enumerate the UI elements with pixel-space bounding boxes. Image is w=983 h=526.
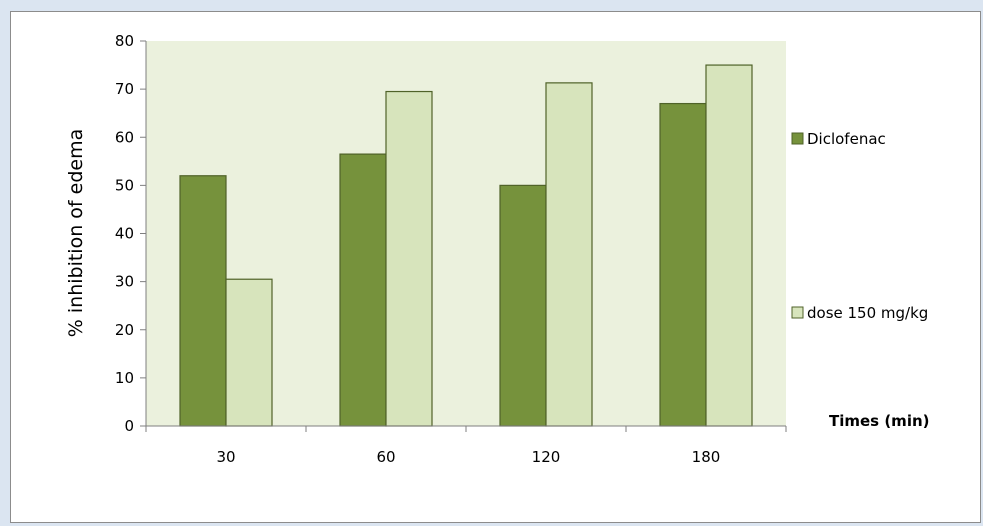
bar-dose-150-180 <box>705 64 753 427</box>
legend-label-diclofenac: Diclofenac <box>807 130 886 148</box>
x-axis-label: Times (min) <box>829 412 930 430</box>
y-tick-label: 0 <box>124 417 134 435</box>
y-tick-label: 60 <box>115 128 134 146</box>
y-tick-label: 30 <box>115 273 134 291</box>
y-tick-label: 40 <box>115 225 134 243</box>
bar-diclofenac-120 <box>499 184 547 427</box>
x-tick-label: 180 <box>692 448 721 466</box>
y-tick-label: 10 <box>115 369 134 387</box>
x-tick-label: 120 <box>532 448 561 466</box>
bar-diclofenac-180 <box>659 102 707 427</box>
bar-diclofenac-60 <box>339 153 387 427</box>
bar-chart: 0 10 20 30 40 50 60 70 80 30 60 120 180 % inhibitio… <box>65 32 930 466</box>
x-ticks: 30 60 120 180 <box>145 426 787 466</box>
y-tick-label: 20 <box>115 321 134 339</box>
bar-diclofenac-30 <box>179 175 227 427</box>
legend-swatch-diclofenac <box>791 132 804 145</box>
bar-dose-150-60 <box>385 90 433 427</box>
y-tick-label: 80 <box>115 32 134 50</box>
chart-frame: 0 10 20 30 40 50 60 70 80 30 60 120 180 % inhibitio… <box>10 11 981 523</box>
legend-label-dose-150: dose 150 mg/kg <box>807 304 928 322</box>
legend: Diclofenac dose 150 mg/kg <box>791 130 928 322</box>
x-tick-label: 60 <box>376 448 395 466</box>
y-ticks: 0 10 20 30 40 50 60 70 80 <box>115 32 146 435</box>
bars <box>179 64 753 427</box>
bar-dose-150-30 <box>225 278 273 427</box>
x-tick-label: 30 <box>216 448 235 466</box>
legend-swatch-dose-150 <box>791 306 804 319</box>
y-tick-label: 70 <box>115 80 134 98</box>
y-axis-label: % inhibition of edema <box>65 129 87 337</box>
y-tick-label: 50 <box>115 176 134 194</box>
bar-dose-150-120 <box>545 82 593 427</box>
